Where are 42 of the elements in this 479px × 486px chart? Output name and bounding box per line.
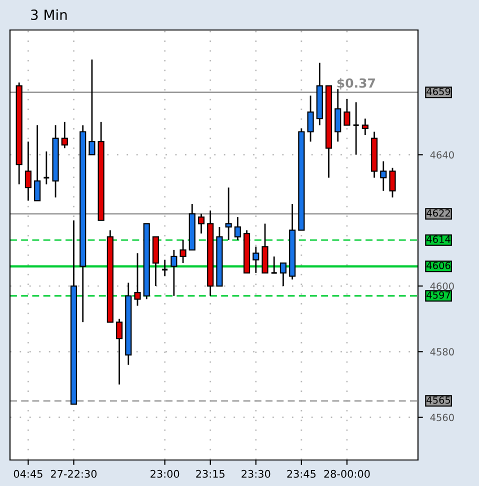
candlestick (42, 150, 50, 185)
candlestick (34, 124, 41, 202)
candlestick (252, 246, 260, 274)
candlestick (61, 121, 68, 149)
ref-line-label: 4659 (426, 88, 450, 96)
x-tick-label: 23:45 (287, 470, 316, 478)
x-tick-label: 23:15 (196, 470, 224, 478)
x-tick-label: 23:30 (242, 470, 270, 478)
candlestick (180, 239, 186, 264)
candlestick (161, 259, 168, 277)
x-tick-label: 27-22:30 (50, 470, 97, 478)
candlestick (116, 318, 123, 386)
y-tick-label: 4560 (430, 414, 454, 422)
candlestick (170, 249, 178, 297)
candlestick (198, 213, 205, 234)
candlestick (270, 256, 278, 274)
candlestick (389, 167, 396, 198)
candlestick (280, 262, 286, 287)
y-tick-label: 4640 (430, 151, 454, 159)
y-tick-label: 4600 (430, 282, 454, 290)
candlestick (344, 98, 350, 126)
y-tick-label: 4580 (430, 348, 454, 356)
candlestick (352, 102, 360, 156)
x-tick-label: 28-00:00 (324, 470, 370, 478)
x-tick-label: 04:45 (14, 470, 42, 478)
ref-line-label: 4597 (426, 291, 450, 299)
candlestick (225, 186, 232, 241)
candlestick (307, 94, 314, 142)
candlestick (334, 88, 342, 142)
annotation: $0.37 (337, 78, 375, 90)
ref-line-label: 4614 (426, 236, 450, 243)
candlestick (88, 58, 96, 156)
ref-line-label: 4622 (426, 209, 450, 217)
ref-line-label: 4606 (426, 262, 450, 270)
x-tick-label: 23:00 (150, 470, 180, 478)
candlestick (234, 216, 241, 241)
ref-line-label: 4565 (426, 396, 450, 404)
candlestick (362, 118, 368, 136)
candlestick (24, 140, 32, 202)
candlestick (380, 160, 387, 192)
candlestick (134, 252, 141, 306)
chart-title: 3 Min (31, 9, 67, 20)
